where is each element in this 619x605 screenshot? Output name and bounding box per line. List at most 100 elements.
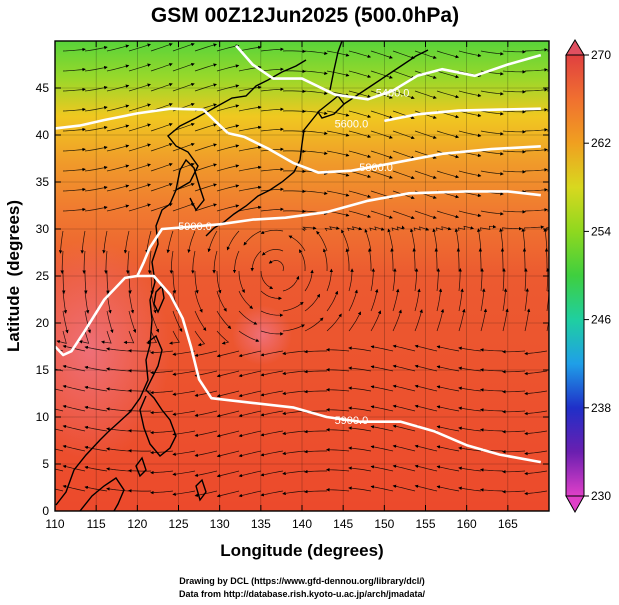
y-tick-label: 10 [36,410,50,424]
streamline [84,271,88,294]
streamline [370,170,393,179]
streamline [282,350,306,356]
streamline [84,146,108,152]
streamline [392,288,400,312]
streamline [326,190,350,197]
y-tick-label: 5 [42,457,49,471]
streamline [243,230,262,246]
streamline [62,147,86,152]
streamline [238,330,260,342]
streamline [282,69,306,74]
streamline [348,486,372,492]
streamline [546,308,549,332]
streamline [150,410,174,415]
streamline [502,226,523,232]
streamline [216,290,227,312]
streamline [370,288,379,312]
streamline [414,404,438,412]
streamline [172,271,177,294]
streamline [502,410,526,414]
streamline [55,388,64,392]
streamline [84,425,108,432]
streamline [480,408,504,412]
streamline [106,447,130,452]
streamline [260,107,284,112]
streamline [348,311,361,332]
streamline [502,70,526,74]
streamline [480,388,504,392]
streamline [84,186,108,192]
streamline [370,110,393,119]
streamline [187,230,196,253]
streamline [480,368,504,372]
streamline [524,350,548,356]
streamline [207,230,218,253]
streamline [84,126,108,132]
streamline [62,207,86,212]
streamline [84,310,91,334]
streamline [301,226,317,232]
streamline [260,330,284,336]
streamline [282,410,306,416]
streamline [216,184,240,192]
streamline [392,90,415,100]
x-tick-label: 165 [498,517,518,531]
streamline [502,268,506,292]
streamline [238,205,262,212]
x-tick-label: 130 [210,517,230,531]
x-axis-label: Longitude (degrees) [220,541,383,560]
streamline [172,470,196,476]
streamline [458,288,464,312]
streamline [326,290,339,312]
streamline [392,170,415,180]
streamline [414,90,437,99]
streamline [169,250,174,274]
streamline [524,148,548,152]
streamline [392,210,415,220]
contour-line [227,131,541,174]
streamline [78,330,90,344]
streamline [392,424,416,432]
streamline [194,430,218,437]
streamline [150,163,173,172]
streamline [502,288,508,312]
streamline [128,271,132,294]
streamline [62,424,86,432]
streamline [436,288,443,312]
streamline [194,450,218,457]
streamline [260,270,274,289]
streamline [370,130,393,139]
streamline [502,430,526,434]
streamline [546,227,549,232]
x-tick-label: 155 [415,517,435,531]
streamline [524,390,548,396]
streamline [260,47,284,52]
streamline [84,46,108,52]
streamline [260,167,284,172]
streamline [502,308,509,332]
streamline [172,62,195,72]
streamline [502,150,526,154]
streamline [502,450,526,454]
streamline [282,324,305,332]
streamline [392,309,402,332]
streamline [194,330,206,347]
streamline [55,408,64,412]
streamline [524,108,548,112]
coastline-philippines [139,334,177,457]
streamline [480,488,504,492]
streamline [480,50,504,56]
streamline [128,290,135,314]
colorbar-bottom-triangle [565,495,585,514]
streamline [524,128,548,132]
streamline [304,130,328,135]
streamline [128,143,151,152]
contour-label: 5800.0 [359,162,393,174]
streamline [480,308,488,332]
streamline [260,350,284,357]
streamline [238,450,262,458]
y-tick-label: 35 [36,175,50,189]
contour-label: 5900.0 [335,415,369,427]
streamline [434,248,439,271]
streamline [370,465,394,472]
